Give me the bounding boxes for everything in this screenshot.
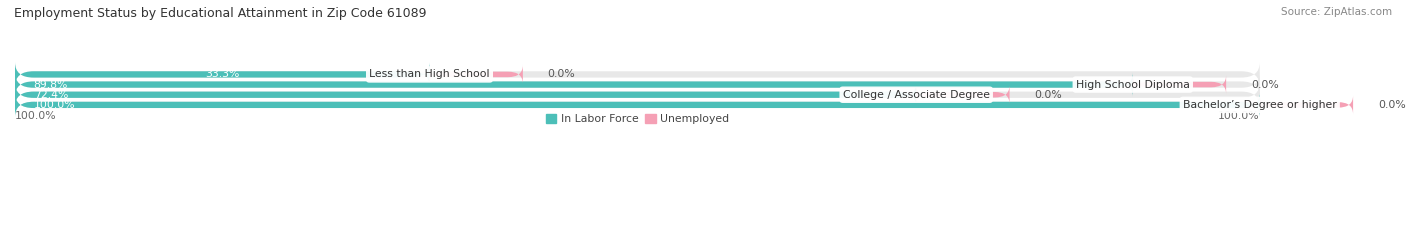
Text: Less than High School: Less than High School xyxy=(370,69,489,79)
FancyBboxPatch shape xyxy=(15,62,429,86)
Text: 100.0%: 100.0% xyxy=(1218,111,1260,121)
Text: 0.0%: 0.0% xyxy=(1378,100,1406,110)
FancyBboxPatch shape xyxy=(1260,96,1353,114)
FancyBboxPatch shape xyxy=(15,72,1133,97)
Text: 72.4%: 72.4% xyxy=(34,90,67,100)
FancyBboxPatch shape xyxy=(15,72,1260,97)
Text: 89.8%: 89.8% xyxy=(34,80,67,89)
Text: Source: ZipAtlas.com: Source: ZipAtlas.com xyxy=(1281,7,1392,17)
FancyBboxPatch shape xyxy=(429,65,523,84)
FancyBboxPatch shape xyxy=(917,85,1010,104)
Text: High School Diploma: High School Diploma xyxy=(1076,80,1189,89)
FancyBboxPatch shape xyxy=(15,93,1260,117)
Text: 100.0%: 100.0% xyxy=(34,100,76,110)
FancyBboxPatch shape xyxy=(15,83,1260,107)
Text: 100.0%: 100.0% xyxy=(15,111,56,121)
Text: College / Associate Degree: College / Associate Degree xyxy=(842,90,990,100)
FancyBboxPatch shape xyxy=(15,83,917,107)
Text: 0.0%: 0.0% xyxy=(548,69,575,79)
Text: Employment Status by Educational Attainment in Zip Code 61089: Employment Status by Educational Attainm… xyxy=(14,7,426,20)
FancyBboxPatch shape xyxy=(15,62,1260,86)
Legend: In Labor Force, Unemployed: In Labor Force, Unemployed xyxy=(541,110,734,129)
FancyBboxPatch shape xyxy=(1133,75,1226,94)
Text: 33.3%: 33.3% xyxy=(205,69,239,79)
Text: Bachelor’s Degree or higher: Bachelor’s Degree or higher xyxy=(1182,100,1337,110)
Text: 0.0%: 0.0% xyxy=(1251,80,1279,89)
FancyBboxPatch shape xyxy=(15,93,1260,117)
Text: 0.0%: 0.0% xyxy=(1035,90,1062,100)
